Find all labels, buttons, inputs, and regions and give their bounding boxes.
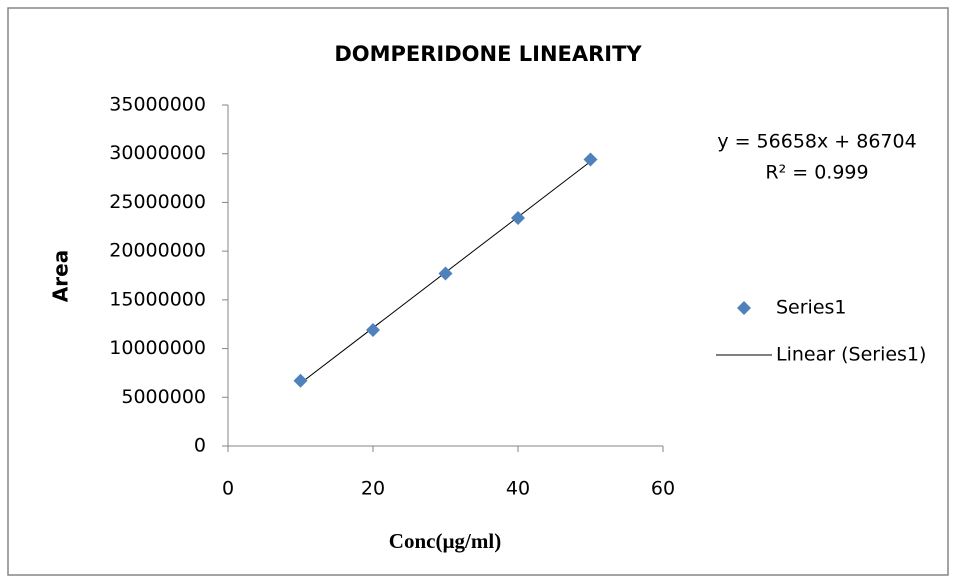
point — [366, 323, 380, 338]
x-axis-title: Conc(µg/ml) — [389, 529, 501, 553]
equation: y = 56658x + 86704 — [717, 131, 916, 153]
y-tick-label: 15000000 — [109, 288, 206, 310]
x-tick-label: 0 — [222, 478, 234, 500]
legend-marker — [737, 301, 751, 315]
point — [293, 373, 308, 388]
y-tick-label: 35000000 — [109, 94, 206, 116]
chart-title: DOMPERIDONE LINEARITY — [334, 42, 642, 66]
y-tick-label: 30000000 — [109, 142, 206, 164]
chart-frame — [7, 7, 949, 576]
x-tick-label: 40 — [506, 478, 530, 500]
y-tick-label: 5000000 — [121, 386, 206, 408]
y-axis-title: Area — [49, 250, 73, 302]
y-tick-label: 0 — [194, 435, 206, 457]
y-tick-label: 25000000 — [109, 191, 206, 213]
point — [438, 266, 453, 281]
legend-label: Linear (Series1) — [776, 344, 926, 366]
point — [511, 211, 525, 226]
legend-label: Series1 — [776, 297, 847, 319]
x-tick-label: 20 — [361, 478, 385, 500]
y-tick-label: 10000000 — [109, 337, 206, 359]
r-squared: R² = 0.999 — [765, 162, 868, 184]
x-tick-label: 60 — [651, 478, 675, 500]
point — [583, 152, 598, 167]
y-tick-label: 20000000 — [109, 240, 206, 262]
